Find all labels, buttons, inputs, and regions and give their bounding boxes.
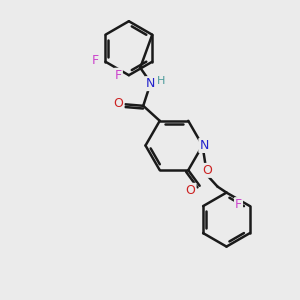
- Text: N: N: [199, 139, 209, 152]
- Text: O: O: [186, 184, 196, 197]
- Text: F: F: [92, 54, 98, 67]
- Text: H: H: [157, 76, 165, 85]
- Text: O: O: [202, 164, 212, 177]
- Text: O: O: [114, 97, 124, 110]
- Text: F: F: [115, 69, 122, 82]
- Text: F: F: [235, 198, 242, 211]
- Text: N: N: [146, 77, 155, 90]
